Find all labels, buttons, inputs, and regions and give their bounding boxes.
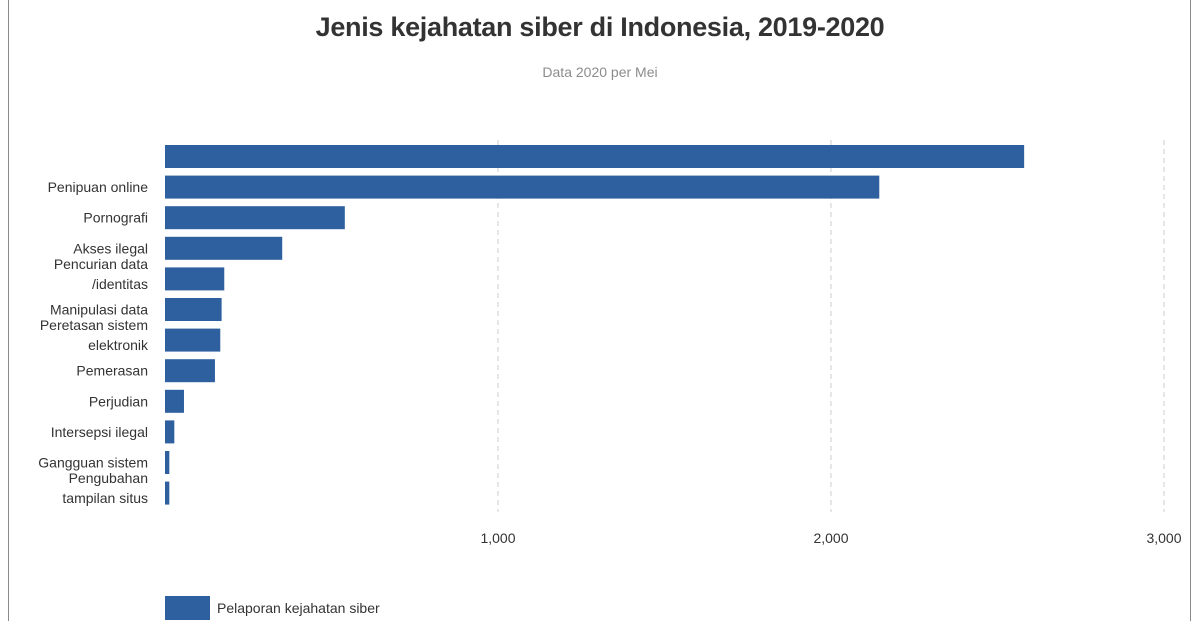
bar[interactable] <box>165 328 221 352</box>
category-label: Akses ilegal <box>73 240 148 256</box>
bar[interactable] <box>165 206 345 230</box>
category-label: Pemerasan <box>76 363 148 379</box>
bar[interactable] <box>165 481 170 505</box>
chart-subtitle: Data 2020 per Mei <box>542 64 658 80</box>
category-label: Penipuan online <box>48 179 149 195</box>
bar[interactable] <box>165 359 215 383</box>
bar[interactable] <box>165 451 170 474</box>
bar[interactable] <box>165 389 184 413</box>
category-label: tampilan situs <box>62 490 148 506</box>
x-tick-label: 1,000 <box>480 530 515 546</box>
x-tick-label: 2,000 <box>813 530 848 546</box>
category-label: Manipulasi data <box>50 302 148 318</box>
bar[interactable] <box>165 145 1025 168</box>
bar[interactable] <box>165 175 880 199</box>
category-label: Pencurian data <box>54 256 148 272</box>
bar[interactable] <box>165 420 175 444</box>
chart-frame <box>8 0 1191 621</box>
bar[interactable] <box>165 267 225 291</box>
legend-swatch <box>165 596 210 620</box>
category-label: Intersepsi ilegal <box>51 424 148 440</box>
chart-title: Jenis kejahatan siber di Indonesia, 2019… <box>315 12 885 42</box>
bar[interactable] <box>165 236 283 260</box>
chart-legend[interactable]: Pelaporan kejahatan siber <box>165 596 380 620</box>
bar[interactable] <box>165 298 222 321</box>
category-label: Pornografi <box>83 210 148 226</box>
x-tick-label: 3,000 <box>1146 530 1181 546</box>
category-label: elektronik <box>88 337 149 353</box>
category-label: Peretasan sistem <box>40 317 148 333</box>
category-label: Perjudian <box>89 393 148 409</box>
category-label: Pengubahan <box>69 470 148 486</box>
category-label: Gangguan sistem <box>38 455 148 471</box>
legend-label: Pelaporan kejahatan siber <box>217 600 380 616</box>
category-label: /identitas <box>92 276 148 292</box>
